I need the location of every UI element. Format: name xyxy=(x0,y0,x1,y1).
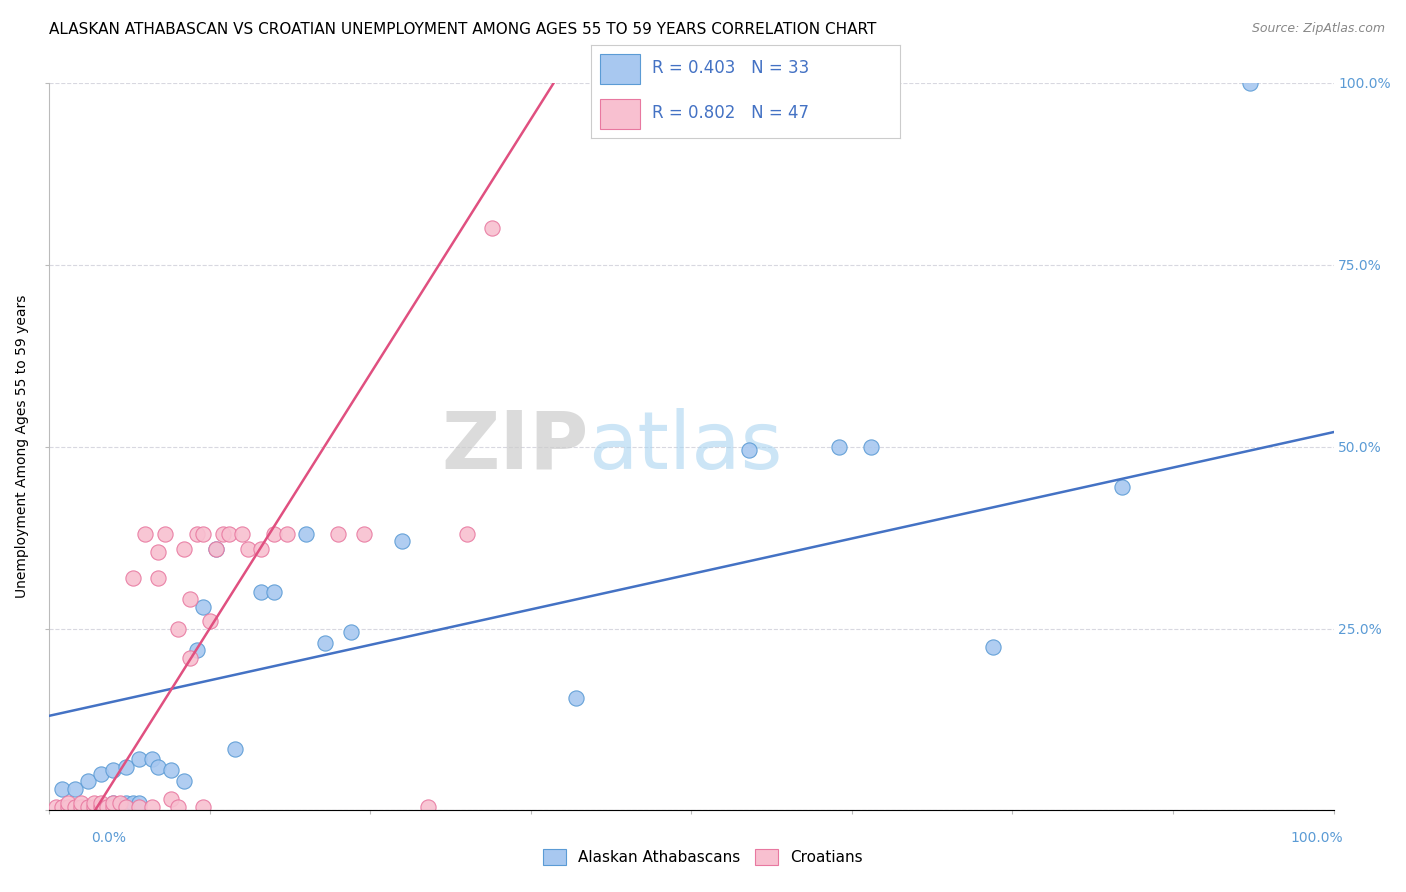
Point xyxy=(121,796,143,810)
Point xyxy=(76,799,98,814)
Point xyxy=(51,781,73,796)
Point xyxy=(263,585,285,599)
Point xyxy=(63,799,86,814)
Point xyxy=(166,799,188,814)
Legend: Alaskan Athabascans, Croatians: Alaskan Athabascans, Croatians xyxy=(537,843,869,871)
Text: 0.0%: 0.0% xyxy=(91,831,127,846)
Point xyxy=(76,774,98,789)
Point xyxy=(326,527,349,541)
Point xyxy=(193,799,215,814)
Point xyxy=(416,799,439,814)
Point xyxy=(70,796,93,810)
Point xyxy=(148,760,170,774)
Point xyxy=(128,799,150,814)
Point xyxy=(58,796,80,810)
Point xyxy=(134,527,156,541)
Point xyxy=(205,541,228,556)
Point xyxy=(58,799,80,814)
Point xyxy=(83,796,105,810)
Point xyxy=(456,527,478,541)
Point xyxy=(250,585,273,599)
Point xyxy=(115,799,138,814)
Point xyxy=(738,443,761,458)
Point xyxy=(173,774,195,789)
Y-axis label: Unemployment Among Ages 55 to 59 years: Unemployment Among Ages 55 to 59 years xyxy=(15,295,30,599)
Point xyxy=(205,541,228,556)
Point xyxy=(103,796,125,810)
Point xyxy=(186,643,208,657)
Point xyxy=(153,527,176,541)
Text: 100.0%: 100.0% xyxy=(1291,831,1343,846)
Point xyxy=(148,545,170,559)
Point xyxy=(141,752,163,766)
Point xyxy=(391,534,413,549)
Point xyxy=(166,622,188,636)
Point xyxy=(76,799,98,814)
Point xyxy=(70,799,93,814)
Point xyxy=(224,741,246,756)
Point xyxy=(828,440,851,454)
Point xyxy=(160,764,183,778)
Point xyxy=(340,625,363,640)
Point xyxy=(45,799,67,814)
Point xyxy=(1239,76,1261,90)
Point xyxy=(353,527,375,541)
Point xyxy=(89,799,111,814)
Point xyxy=(231,527,253,541)
Point xyxy=(564,690,586,705)
Point xyxy=(103,799,125,814)
Point xyxy=(128,796,150,810)
FancyBboxPatch shape xyxy=(600,54,640,84)
Point xyxy=(63,781,86,796)
Point xyxy=(218,527,240,541)
Point xyxy=(263,527,285,541)
Point xyxy=(128,752,150,766)
Point xyxy=(179,592,201,607)
Text: ZIP: ZIP xyxy=(441,408,589,485)
Point xyxy=(141,799,163,814)
Point xyxy=(115,796,138,810)
Point xyxy=(193,527,215,541)
Point xyxy=(103,764,125,778)
Point xyxy=(103,796,125,810)
Point xyxy=(108,796,131,810)
Point xyxy=(160,792,183,806)
Point xyxy=(121,571,143,585)
Point xyxy=(481,221,503,235)
FancyBboxPatch shape xyxy=(600,99,640,129)
Text: atlas: atlas xyxy=(589,408,783,485)
Point xyxy=(238,541,260,556)
Point xyxy=(96,799,118,814)
Point xyxy=(186,527,208,541)
Point xyxy=(211,527,233,541)
Point xyxy=(193,599,215,614)
Point xyxy=(89,796,111,810)
Point xyxy=(179,650,201,665)
Point xyxy=(860,440,883,454)
Text: ALASKAN ATHABASCAN VS CROATIAN UNEMPLOYMENT AMONG AGES 55 TO 59 YEARS CORRELATIO: ALASKAN ATHABASCAN VS CROATIAN UNEMPLOYM… xyxy=(49,22,876,37)
Point xyxy=(1111,480,1133,494)
Point xyxy=(981,640,1004,654)
Point xyxy=(148,571,170,585)
Point xyxy=(89,767,111,781)
Point xyxy=(83,799,105,814)
Point xyxy=(314,636,336,650)
Text: Source: ZipAtlas.com: Source: ZipAtlas.com xyxy=(1251,22,1385,36)
Point xyxy=(173,541,195,556)
Point xyxy=(295,527,318,541)
Point xyxy=(276,527,298,541)
Text: R = 0.802   N = 47: R = 0.802 N = 47 xyxy=(652,104,810,122)
Point xyxy=(115,760,138,774)
Point xyxy=(250,541,273,556)
Point xyxy=(51,799,73,814)
Text: R = 0.403   N = 33: R = 0.403 N = 33 xyxy=(652,60,810,78)
Point xyxy=(198,614,221,628)
